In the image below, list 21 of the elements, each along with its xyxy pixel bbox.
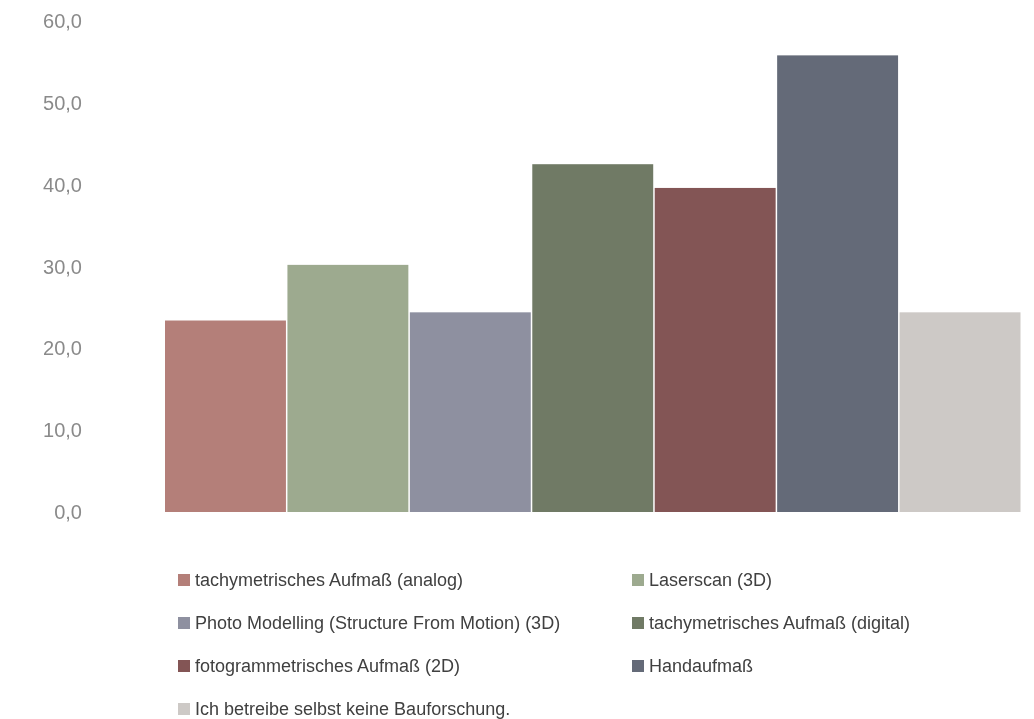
bar bbox=[654, 187, 776, 512]
y-tick-label: 60,0 bbox=[43, 10, 82, 32]
y-tick-label: 50,0 bbox=[43, 91, 82, 114]
legend-label: tachymetrisches Aufmaß (analog) bbox=[195, 570, 464, 591]
bar bbox=[532, 164, 654, 512]
legend-label: Laserscan (3D) bbox=[649, 570, 773, 591]
bar bbox=[409, 312, 531, 512]
legend-label: fotogrammetrisches Aufmaß (2D) bbox=[195, 656, 461, 677]
y-tick-label: 0,0 bbox=[54, 501, 82, 523]
y-tick-label: 20,0 bbox=[43, 337, 82, 360]
legend-label: Photo Modelling (Structure From Motion) (3D) bbox=[195, 613, 561, 634]
bar bbox=[899, 312, 1021, 512]
y-tick-label: 40,0 bbox=[43, 173, 82, 196]
bar bbox=[165, 320, 286, 512]
legend-label: Handaufmaß bbox=[649, 656, 754, 677]
y-tick-label: 30,0 bbox=[43, 255, 82, 278]
legend-label: tachymetrisches Aufmaß (digital) bbox=[649, 613, 911, 634]
bar bbox=[287, 264, 409, 512]
y-tick-label: 10,0 bbox=[43, 419, 82, 442]
bar bbox=[777, 55, 899, 512]
legend-label: Ich betreibe selbst keine Bauforschung. bbox=[195, 699, 511, 719]
